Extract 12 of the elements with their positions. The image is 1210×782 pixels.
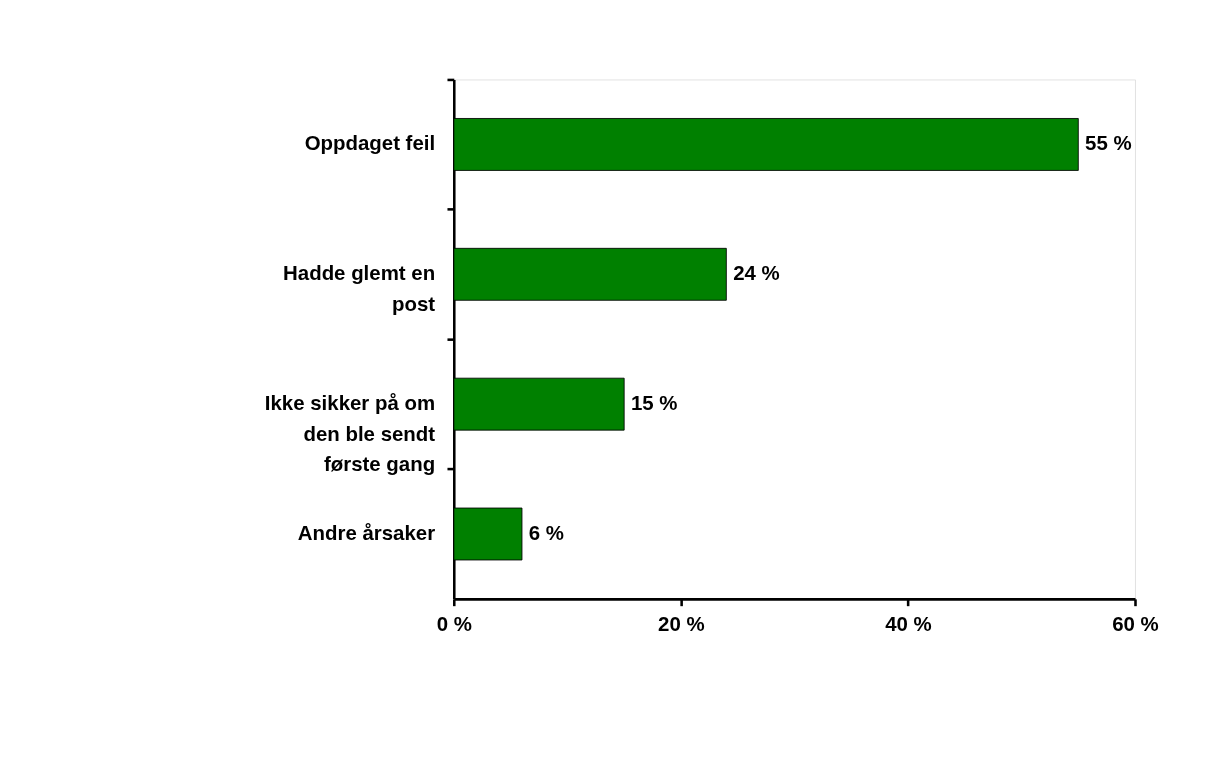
y-tick-label: Andre årsaker <box>297 521 436 544</box>
y-tick-label: Hadde glemt en post <box>283 262 436 315</box>
data-label: 24 % <box>733 262 780 285</box>
data-label: 6 % <box>528 521 564 544</box>
x-tick-label: 60 % <box>1112 612 1159 635</box>
x-tick-label: 0 % <box>436 612 472 635</box>
data-label: 55 % <box>1085 132 1132 155</box>
y-tick-label: Ikke sikker på om den ble sendt første gang <box>264 392 436 476</box>
data-label: 15 % <box>630 392 678 415</box>
y-tick-label: Oppdaget feil <box>304 132 436 155</box>
x-tick-label: 20 % <box>658 612 705 635</box>
x-tick-label: 40 % <box>885 612 932 635</box>
